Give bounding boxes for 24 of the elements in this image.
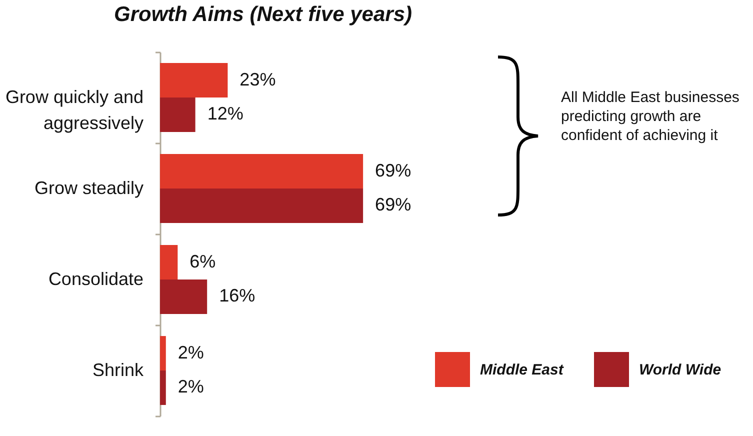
bar xyxy=(160,245,178,280)
y-tick-label: Grow steadily xyxy=(34,178,144,198)
data-label: 2% xyxy=(178,342,204,362)
legend-label: World Wide xyxy=(639,362,722,378)
y-tick-label: Consolidate xyxy=(48,269,144,289)
bar xyxy=(160,370,166,405)
y-tick-label: Grow quickly and aggressively xyxy=(5,87,144,133)
data-label: 12% xyxy=(207,104,244,124)
data-label: 69% xyxy=(375,160,412,180)
bar xyxy=(160,188,364,223)
data-label: 6% xyxy=(190,251,216,272)
bar xyxy=(160,98,196,132)
data-label: 69% xyxy=(375,194,412,215)
chart-title: Growth Aims (Next five years) xyxy=(114,3,412,26)
bar xyxy=(160,154,364,188)
bar xyxy=(160,336,166,370)
bar xyxy=(160,280,208,314)
y-tick-label: Shrink xyxy=(92,360,144,380)
data-label: 16% xyxy=(219,286,256,306)
bar xyxy=(160,63,228,98)
text: All Middle East businesses predicting growth are confident of achieving it xyxy=(561,88,740,145)
data-label: 23% xyxy=(240,69,276,90)
data-label: 2% xyxy=(178,376,204,397)
legend-label: Middle East xyxy=(480,362,564,378)
